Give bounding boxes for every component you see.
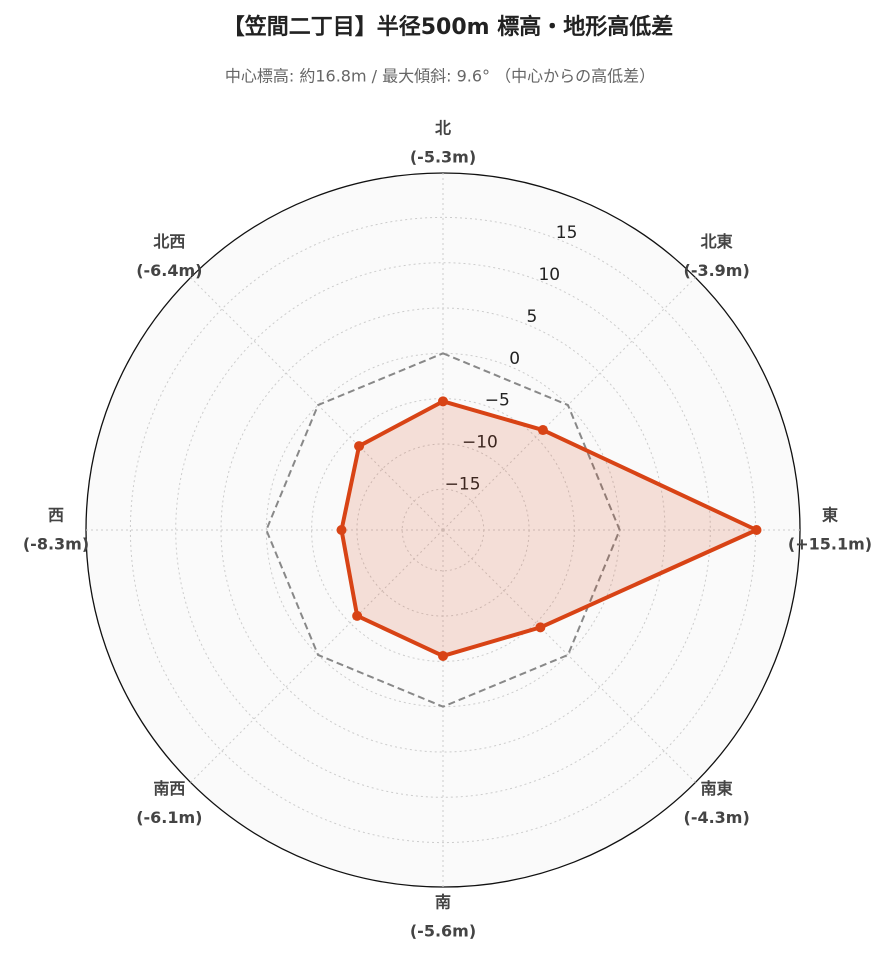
r-tick-label: −15 — [445, 474, 481, 494]
value-label: (-6.4m) — [136, 261, 202, 280]
value-label: (-4.3m) — [684, 808, 750, 827]
grid-circle — [401, 488, 485, 572]
data-point — [535, 622, 546, 633]
data-point — [537, 425, 548, 436]
r-tick-label: −10 — [462, 432, 498, 452]
category-label: 北東 — [701, 232, 733, 251]
data-point — [438, 396, 448, 407]
value-label: (+15.1m) — [788, 535, 872, 554]
reference-line — [265, 352, 621, 708]
r-tick-label: 5 — [527, 307, 538, 327]
category-label: 北西 — [153, 232, 185, 251]
value-label: (-5.6m) — [410, 922, 476, 941]
data-point — [751, 525, 762, 535]
chart-title: 【笠間二丁目】半径500m 標高・地形高低差 — [223, 14, 674, 40]
grid-circle — [311, 398, 575, 662]
category-label: 南西 — [153, 779, 185, 798]
value-label: (-5.3m) — [410, 148, 476, 167]
category-label: 北 — [435, 119, 451, 138]
category-label: 南 — [435, 893, 451, 912]
data-point — [438, 650, 448, 661]
grid-circle — [356, 443, 530, 617]
data-point — [352, 610, 363, 621]
r-tick-label: 15 — [556, 223, 578, 243]
r-tick-label: 10 — [538, 265, 560, 285]
r-tick-label: −5 — [485, 391, 510, 411]
value-label: (-6.1m) — [136, 808, 202, 827]
category-label: 南東 — [701, 779, 733, 798]
r-tick-label: 0 — [509, 349, 520, 369]
category-label: 東 — [822, 506, 838, 525]
grid-circle — [220, 307, 666, 753]
grid-circle — [175, 262, 711, 798]
data-point — [336, 525, 347, 535]
value-label: (-8.3m) — [23, 535, 89, 554]
chart-subtitle: 中心標高: 約16.8m / 最大傾斜: 9.6° （中心からの高低差） — [225, 67, 655, 86]
category-label: 西 — [48, 506, 64, 525]
data-point — [354, 441, 365, 452]
value-label: (-3.9m) — [684, 261, 750, 280]
